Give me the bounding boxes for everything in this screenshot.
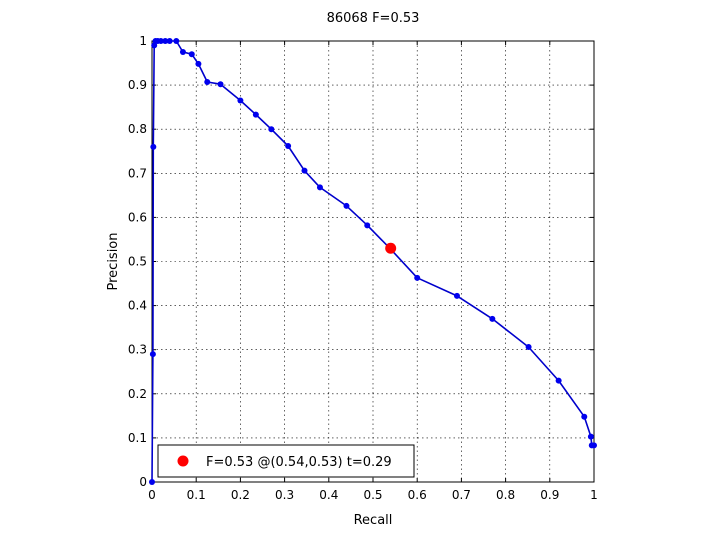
pr-curve-point (166, 38, 173, 44)
grid (152, 41, 594, 482)
ticks: 0 0.1 0.2 0.3 0.4 0.5 0.6 0.7 0.8 0.9 1 0 0.1 0.2 0.3 0… (128, 34, 598, 502)
pr-curve-point (587, 433, 594, 440)
x-axis-label: Recall (354, 513, 393, 528)
pr-curve-point (150, 143, 157, 150)
pr-curve-point (285, 142, 292, 149)
pr-curve-point (217, 81, 224, 88)
pr-curve-point (204, 79, 211, 86)
legend-entry: F=0.53 @(0.54,0.53) t=0.29 (206, 455, 392, 470)
y-tick-label: 0.2 (128, 387, 147, 401)
y-tick-label: 0.1 (128, 431, 147, 445)
x-tick-label: 0 (148, 488, 156, 502)
pr-curve-point (301, 167, 308, 174)
chart-title: 86068 F=0.53 (327, 11, 420, 26)
pr-curve-point (179, 49, 186, 56)
pr-curve-point (268, 126, 275, 133)
x-tick-label: 0.9 (540, 488, 559, 502)
pr-curve-point (343, 202, 350, 209)
x-tick-label: 0.8 (496, 488, 515, 502)
y-axis-label: Precision (106, 232, 121, 290)
pr-curve-point (195, 60, 202, 67)
x-tick-label: 0.3 (275, 488, 294, 502)
pr-curve-point (188, 51, 195, 58)
x-tick-label: 0.1 (187, 488, 206, 502)
best-f-point (385, 242, 397, 254)
y-tick-label: 0.6 (128, 210, 147, 224)
legend-marker (177, 455, 189, 467)
pr-curve-point (414, 274, 421, 281)
pr-curve-point (489, 315, 496, 322)
x-tick-label: 0.7 (452, 488, 471, 502)
y-tick-label: 0.7 (128, 166, 147, 180)
pr-curve-point (581, 413, 588, 420)
pr-curve-point (316, 184, 323, 191)
pr-curve-point (252, 111, 259, 118)
y-tick-label: 0.8 (128, 122, 147, 136)
pr-curve-point (591, 442, 597, 449)
pr-curve-point (173, 38, 180, 44)
y-tick-label: 0.3 (128, 343, 147, 357)
x-tick-label: 0.4 (319, 488, 338, 502)
y-tick-label: 1 (139, 34, 147, 48)
markers-group (149, 38, 597, 485)
y-tick-label: 0 (139, 475, 147, 489)
x-tick-label: 0.2 (231, 488, 250, 502)
pr-curve-point (525, 344, 532, 351)
pr-curve-point (237, 97, 244, 104)
pr-curve-point (162, 38, 169, 44)
legend-box (157, 444, 415, 478)
y-tick-label: 0.9 (128, 78, 147, 92)
pr-curve-point (149, 479, 155, 485)
x-tick-label: 1 (590, 488, 598, 502)
pr-curve-point (157, 38, 164, 44)
pr-curve-point (555, 377, 562, 384)
y-tick-label: 0.5 (128, 255, 147, 269)
x-tick-label: 0.5 (363, 488, 382, 502)
pr-curve-point (364, 222, 371, 229)
y-tick-label: 0.4 (128, 299, 147, 313)
pr-curve-point (149, 351, 156, 358)
pr-curve-point (453, 292, 460, 299)
x-tick-label: 0.6 (408, 488, 427, 502)
legend: F=0.53 @(0.54,0.53) t=0.29 (157, 444, 415, 478)
